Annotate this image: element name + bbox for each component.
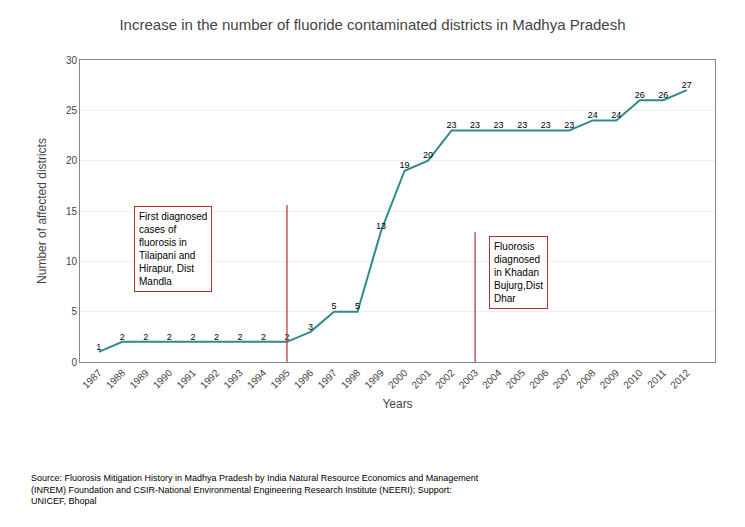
svg-text:1995: 1995 [268,367,292,391]
svg-text:20: 20 [423,150,433,160]
svg-text:5: 5 [331,301,336,311]
svg-text:1991: 1991 [174,367,198,391]
svg-text:Increase in the number of fluo: Increase in the number of fluoride conta… [119,16,625,33]
svg-text:1994: 1994 [245,367,269,391]
svg-text:2: 2 [237,332,242,342]
svg-text:24: 24 [588,110,598,120]
svg-text:First diagnosedcases offluoros: First diagnosedcases offluorosis inTilai… [139,211,207,287]
svg-text:2: 2 [120,332,125,342]
svg-text:1997: 1997 [315,367,339,391]
svg-text:2: 2 [143,332,148,342]
svg-text:3: 3 [308,322,313,332]
svg-text:1987: 1987 [80,367,104,391]
svg-text:Number of affected districts: Number of affected districts [35,138,49,284]
svg-text:1: 1 [96,342,101,352]
svg-text:2003: 2003 [457,367,481,391]
svg-text:2009: 2009 [598,367,622,391]
svg-text:23: 23 [564,120,574,130]
svg-text:2011: 2011 [645,367,668,390]
svg-text:1989: 1989 [127,367,151,391]
svg-text:Fluorosisdiagnosedin KhadanBuj: Fluorosisdiagnosedin KhadanBujurg,DistDh… [494,241,543,304]
svg-text:10: 10 [66,256,78,267]
svg-text:2004: 2004 [480,367,504,391]
svg-text:1998: 1998 [339,367,363,391]
svg-text:20: 20 [66,155,78,166]
svg-text:24: 24 [611,110,621,120]
svg-text:26: 26 [658,90,668,100]
svg-text:27: 27 [682,80,692,90]
svg-text:5: 5 [355,301,360,311]
svg-text:0: 0 [71,357,77,368]
svg-text:2010: 2010 [621,367,645,391]
svg-text:2007: 2007 [551,367,575,391]
svg-text:1993: 1993 [221,367,245,391]
svg-text:1996: 1996 [292,367,316,391]
svg-text:1999: 1999 [362,367,386,391]
svg-text:2: 2 [214,332,219,342]
svg-text:Years: Years [382,397,412,411]
svg-text:Source: Fluorosis Mitigation H: Source: Fluorosis Mitigation History in … [31,473,479,506]
svg-text:1990: 1990 [151,367,175,391]
svg-text:26: 26 [635,90,645,100]
svg-text:23: 23 [517,120,527,130]
svg-text:13: 13 [376,221,386,231]
svg-text:23: 23 [541,120,551,130]
svg-text:19: 19 [400,160,410,170]
svg-text:2: 2 [261,332,266,342]
svg-text:2001: 2001 [410,367,434,391]
svg-text:25: 25 [66,105,78,116]
svg-text:23: 23 [494,120,504,130]
svg-text:23: 23 [447,120,457,130]
svg-text:2: 2 [190,332,195,342]
svg-text:2008: 2008 [574,367,598,391]
svg-text:2000: 2000 [386,367,410,391]
svg-text:2: 2 [284,332,289,342]
svg-text:2006: 2006 [527,367,551,391]
svg-text:1992: 1992 [198,367,222,391]
svg-text:2: 2 [167,332,172,342]
svg-text:2002: 2002 [433,367,457,391]
svg-text:15: 15 [66,206,78,217]
svg-text:5: 5 [71,306,77,317]
svg-text:2012: 2012 [668,367,692,391]
svg-text:1988: 1988 [104,367,128,391]
svg-text:23: 23 [470,120,480,130]
svg-text:30: 30 [66,55,78,66]
svg-text:2005: 2005 [504,367,528,391]
